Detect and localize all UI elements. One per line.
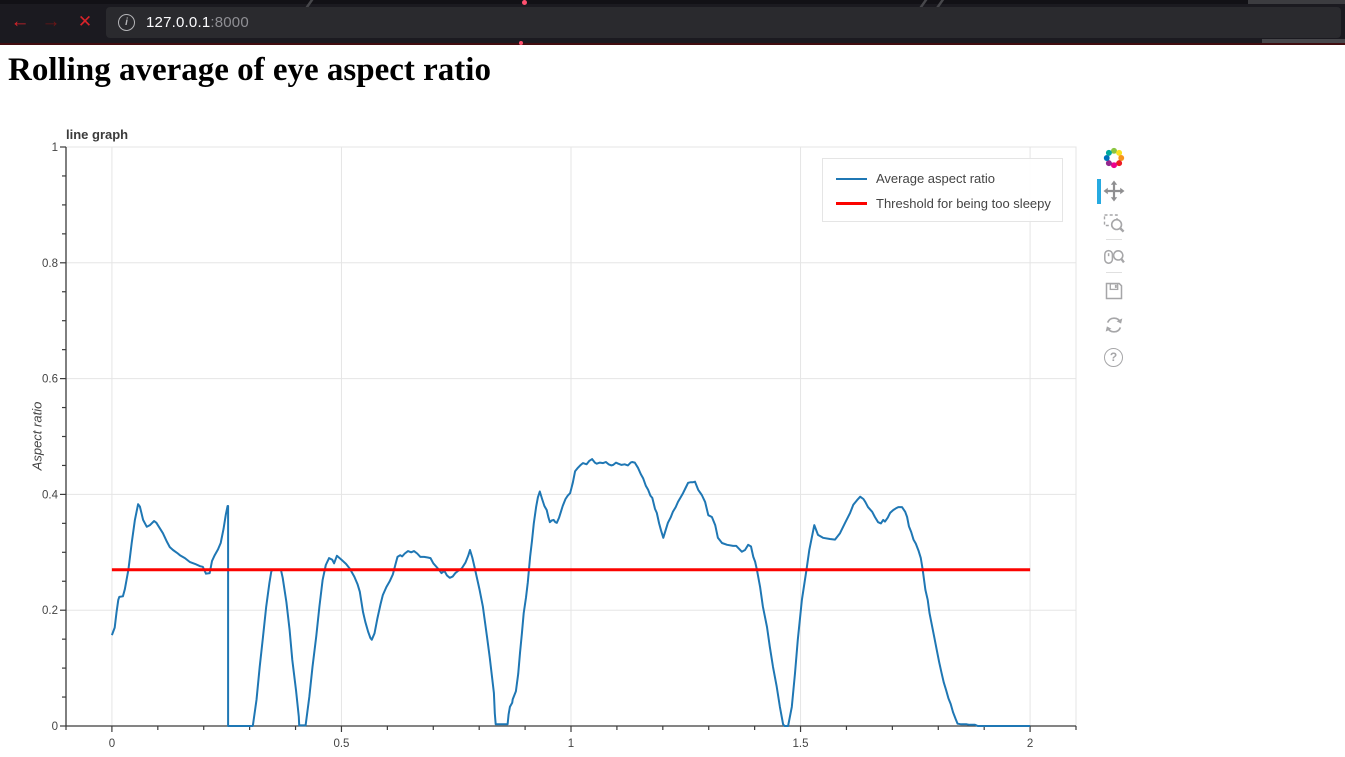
theme-bottom-border [0, 43, 1345, 45]
svg-text:1: 1 [52, 142, 58, 154]
toolbar-divider [1106, 272, 1122, 273]
bokeh-figure: 0 0.5 1 1.5 2 0 0.2 0.4 0.6 0.8 1 line graph Aspec… [20, 125, 1130, 757]
svg-text:0.5: 0.5 [333, 738, 349, 750]
legend-line-blue [836, 177, 867, 180]
back-icon: ← [10, 11, 30, 32]
active-tool-indicator [1097, 179, 1101, 204]
url-text: 127.0.0.1:8000 [146, 14, 249, 31]
theme-dot [519, 41, 523, 45]
site-info-icon[interactable]: i [118, 14, 135, 31]
box-zoom-tool-button[interactable] [1102, 212, 1126, 236]
svg-text:0: 0 [52, 721, 58, 733]
theme-decoration [305, 0, 314, 7]
theme-dot [522, 0, 527, 5]
toolbar-divider [1106, 239, 1122, 240]
pan-tool-button[interactable] [1102, 179, 1126, 203]
svg-text:1.5: 1.5 [793, 738, 809, 750]
bokeh-logo[interactable] [1102, 146, 1126, 170]
svg-text:0.4: 0.4 [42, 489, 59, 501]
svg-text:0: 0 [109, 738, 115, 750]
url-port: :8000 [210, 14, 249, 31]
stop-icon: ✕ [77, 12, 93, 31]
legend-label: Average aspect ratio [876, 171, 995, 186]
legend: Average aspect ratio Threshold for being… [822, 158, 1063, 222]
wheel-zoom-tool-button[interactable] [1102, 245, 1126, 269]
reset-tool-button[interactable] [1102, 313, 1126, 337]
theme-decoration [1262, 39, 1345, 43]
url-host: 127.0.0.1 [146, 14, 211, 31]
line-chart-canvas[interactable]: 0 0.5 1 1.5 2 0 0.2 0.4 0.6 0.8 1 [20, 125, 1080, 757]
window-top-strip [0, 0, 1345, 9]
theme-decoration [919, 0, 928, 7]
legend-line-red [836, 202, 867, 205]
svg-text:2: 2 [1027, 738, 1033, 750]
svg-text:0.2: 0.2 [42, 605, 58, 617]
url-bar[interactable]: i 127.0.0.1:8000 [106, 7, 1341, 38]
box-zoom-icon [1103, 214, 1125, 233]
pan-icon [1103, 180, 1125, 202]
bokeh-toolbar: ? [1088, 143, 1126, 373]
help-tool-button[interactable]: ? [1102, 346, 1126, 370]
legend-entry: Threshold for being too sleepy [836, 191, 1062, 216]
browser-bar: ← → ✕ i 127.0.0.1:8000 [0, 0, 1345, 45]
help-icon: ? [1104, 348, 1123, 367]
page-title: Rolling average of eye aspect ratio [8, 52, 491, 88]
reset-icon [1105, 317, 1123, 333]
save-icon [1105, 282, 1123, 300]
legend-entry: Average aspect ratio [836, 166, 1062, 191]
svg-text:0.8: 0.8 [42, 258, 58, 270]
forward-button[interactable]: → [37, 5, 65, 39]
wheel-zoom-icon [1104, 249, 1125, 264]
svg-text:1: 1 [568, 738, 574, 750]
chart-title: line graph [66, 127, 129, 142]
stop-button[interactable]: ✕ [71, 5, 99, 39]
y-axis-label: Aspect ratio [29, 401, 45, 471]
save-tool-button[interactable] [1102, 279, 1126, 303]
back-button[interactable]: ← [6, 5, 34, 39]
theme-decoration [1248, 0, 1345, 4]
forward-icon: → [41, 11, 61, 32]
legend-label: Threshold for being too sleepy [876, 196, 1051, 211]
svg-text:0.6: 0.6 [42, 374, 58, 386]
